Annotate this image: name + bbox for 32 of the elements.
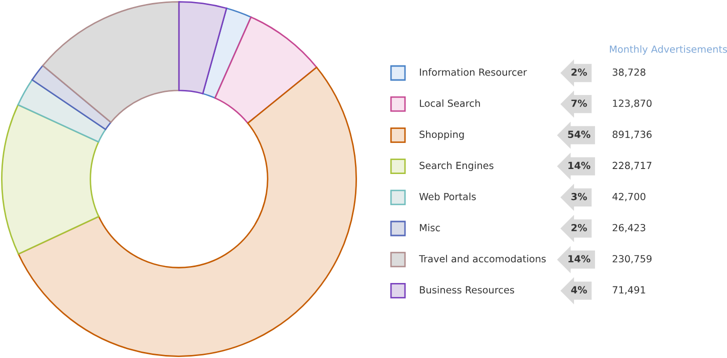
legend-label: Web Portals bbox=[419, 192, 476, 200]
data-label: 230,759 bbox=[612, 255, 652, 264]
text: 14% bbox=[568, 162, 590, 170]
text: 14% bbox=[568, 255, 590, 262]
text: 2% bbox=[572, 224, 587, 232]
donut-slice bbox=[17, 79, 106, 143]
donut-slice bbox=[178, 1, 228, 94]
donut-slice bbox=[1, 104, 100, 255]
donut-slice bbox=[42, 1, 180, 123]
text: 4% bbox=[571, 286, 587, 294]
legend-label: Local Search bbox=[420, 99, 480, 107]
legend-label: Travel and accomodations bbox=[418, 254, 546, 262]
text: 7% bbox=[571, 100, 587, 107]
legend-label: Search Engines bbox=[420, 162, 494, 172]
data-label: 891,736 bbox=[612, 130, 652, 140]
text: 3% bbox=[571, 192, 587, 200]
data-label: 123,870 bbox=[613, 100, 652, 108]
donut-slice bbox=[31, 64, 112, 130]
data-label: 26,423 bbox=[612, 224, 646, 232]
legend-label: Business Resources bbox=[420, 286, 514, 294]
data-label: 71,491 bbox=[612, 286, 646, 295]
data-label: 228,717 bbox=[612, 162, 652, 170]
legend-title: Monthly Advertisements bbox=[610, 45, 727, 55]
legend-label: Shopping bbox=[420, 130, 464, 140]
donut-slice bbox=[18, 66, 357, 357]
text: 2% bbox=[572, 68, 587, 76]
legend-label: Misc bbox=[420, 224, 440, 232]
legend-label: Information Resourcer bbox=[420, 68, 527, 76]
donut-slice bbox=[214, 16, 318, 124]
text: 54% bbox=[568, 130, 590, 138]
data-label: 42,700 bbox=[612, 192, 646, 202]
data-label: 38,728 bbox=[612, 68, 646, 77]
